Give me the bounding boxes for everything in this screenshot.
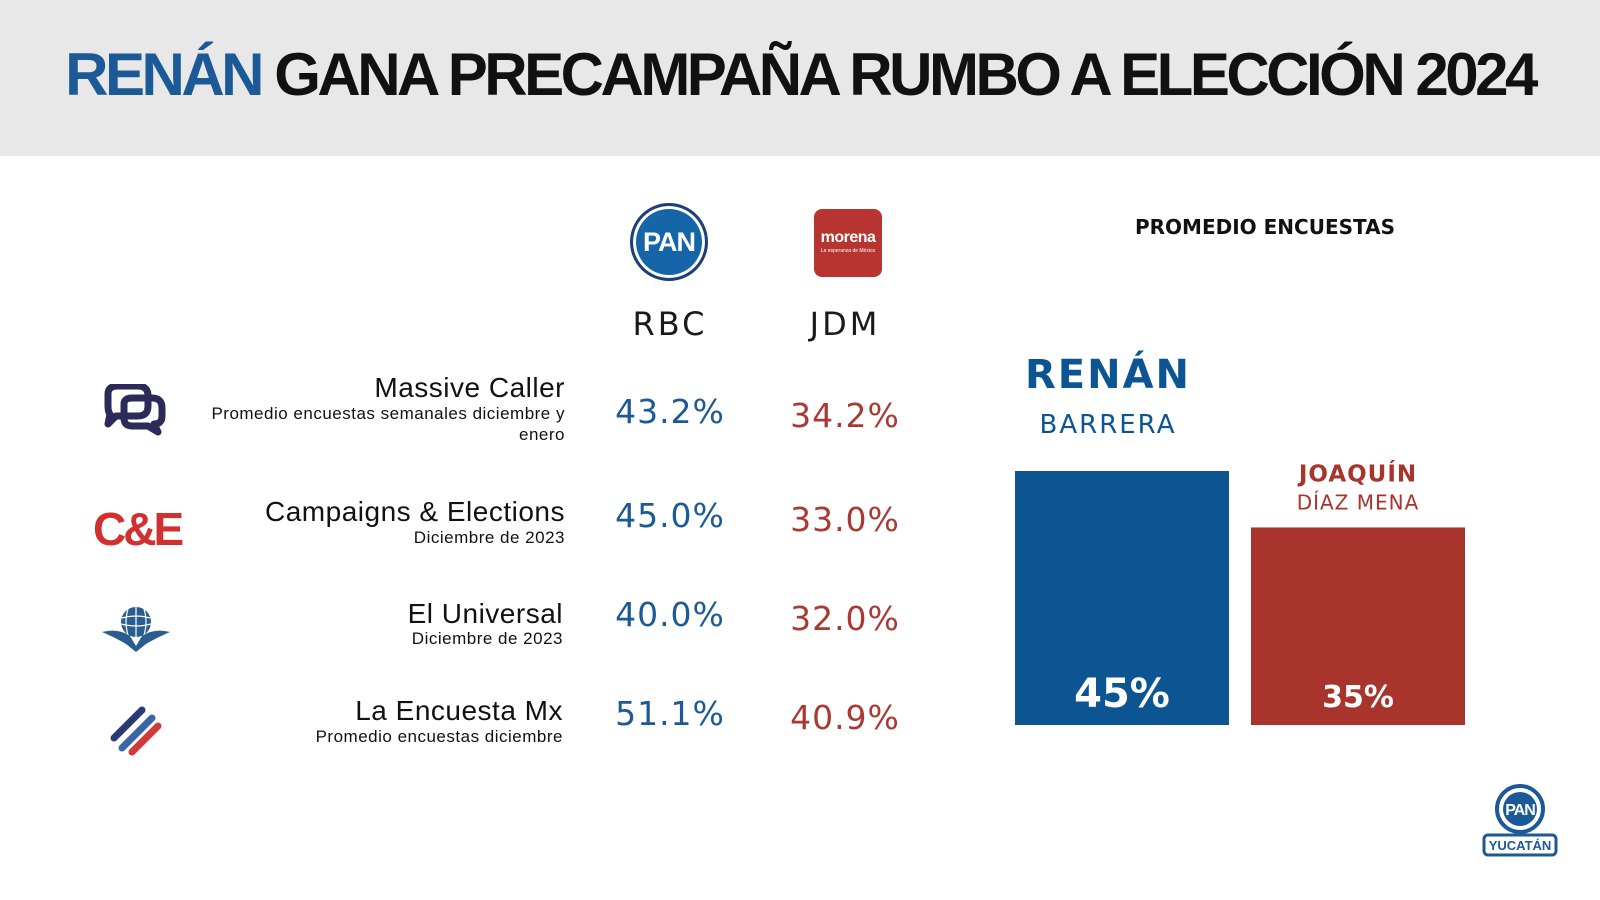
jdm-value: 34.2% [790,396,900,435]
pan-logo-text: PAN [642,226,696,257]
el-universal-globe-eagle-icon [102,607,170,652]
chart-candidate-last-name: DÍAZ MENA [1297,490,1420,514]
chart-candidate-last-name: BARRERA [1040,410,1177,440]
jdm-value: 40.9% [790,698,900,737]
source-name: Massive Caller [374,372,565,403]
source-subtitle: Diciembre de 2023 [411,629,563,648]
jdm-value: 32.0% [790,599,900,638]
chart-bar [1251,527,1465,725]
la-encuesta-mx-slashes-icon [110,706,162,756]
chart-bar-value-label: 45% [1074,671,1170,717]
source-subtitle: Promedio encuestas diciembre [315,727,563,746]
morena-logo-icon: morena La esperanza de México [814,209,882,277]
headline-highlight: RENÁN [65,41,264,108]
pan-yucatan-logo-pan-text: PAN [1505,802,1535,819]
header-banner: RENÁN GANA PRECAMPAÑA RUMBO A ELECCIÓN 2… [0,0,1600,156]
poll-average-chart: 45% RENÁN BARRERA 35% JOAQUÍN DÍAZ MENA [1015,350,1465,725]
chart-title: PROMEDIO ENCUESTAS [1135,215,1395,239]
source-name: La Encuesta Mx [355,695,563,726]
pan-yucatan-logo-icon: PAN YUCATÁN [1482,784,1558,857]
morena-logo-tagline: La esperanza de México [820,248,876,254]
campaigns-elections-logo-icon: C&E [93,503,184,555]
chart-candidate-first-name: JOAQUÍN [1297,459,1417,487]
morena-logo-text: morena [820,229,876,246]
source-name: El Universal [407,598,563,629]
chart-candidate-first-name: RENÁN [1025,350,1191,398]
pan-logo-icon: PAN [630,203,708,281]
column-header-jdm: JDM [809,305,881,343]
headline-rest: GANA PRECAMPAÑA RUMBO A ELECCIÓN 2024 [274,41,1538,108]
rbc-value: 45.0% [615,496,725,535]
source-name: Campaigns & Elections [265,496,565,527]
jdm-value: 33.0% [790,500,900,539]
rbc-value: 40.0% [615,595,725,634]
pan-yucatan-logo-state-text: YUCATÁN [1489,838,1552,853]
headline: RENÁN GANA PRECAMPAÑA RUMBO A ELECCIÓN 2… [0,40,1600,110]
source-subtitle: Promedio encuestas semanales diciembre y… [211,404,565,444]
rbc-value: 51.1% [615,694,725,733]
massive-caller-logo-icon [104,384,166,436]
column-header-rbc: RBC [632,305,708,343]
chart-bar [1015,471,1229,725]
source-subtitle: Diciembre de 2023 [413,528,565,547]
rbc-value: 43.2% [615,392,725,431]
chart-bar-value-label: 35% [1322,680,1394,715]
